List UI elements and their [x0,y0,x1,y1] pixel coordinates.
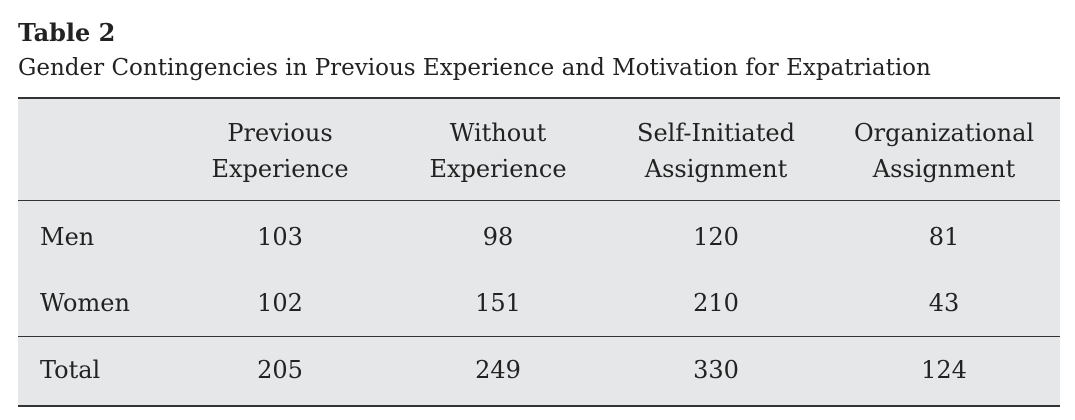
table-label: Table 2 [18,18,116,47]
column-header: Assignment [872,155,1016,183]
total-rule [18,336,1060,337]
column-header: Organizational [853,119,1035,147]
cell-value: 98 [482,223,514,251]
cell-value: 151 [475,289,521,317]
table-caption: Gender Contingencies in Previous Experie… [18,55,931,81]
column-header: Experience [429,155,567,183]
cell-value: 124 [921,356,967,384]
cell-value: 249 [475,356,521,384]
cell-value: 43 [928,289,960,317]
table: Previous Experience Without Experience Self-… [18,97,1060,407]
row-label: Women [40,289,130,317]
column-header: Self-Initiated [637,119,795,147]
cell-value: 102 [257,289,303,317]
column-header: Assignment [644,155,788,183]
header-rule [18,200,1060,201]
column-header: Experience [211,155,349,183]
cell-value: 205 [257,356,303,384]
cell-value: 103 [257,223,303,251]
column-header: Previous [227,119,333,147]
cell-value: 330 [693,356,739,384]
cell-value: 120 [693,223,739,251]
cell-value: 210 [693,289,739,317]
row-label: Men [40,223,95,251]
cell-value: 81 [928,223,960,251]
row-label: Total [40,356,101,384]
column-header: Without [449,119,547,147]
